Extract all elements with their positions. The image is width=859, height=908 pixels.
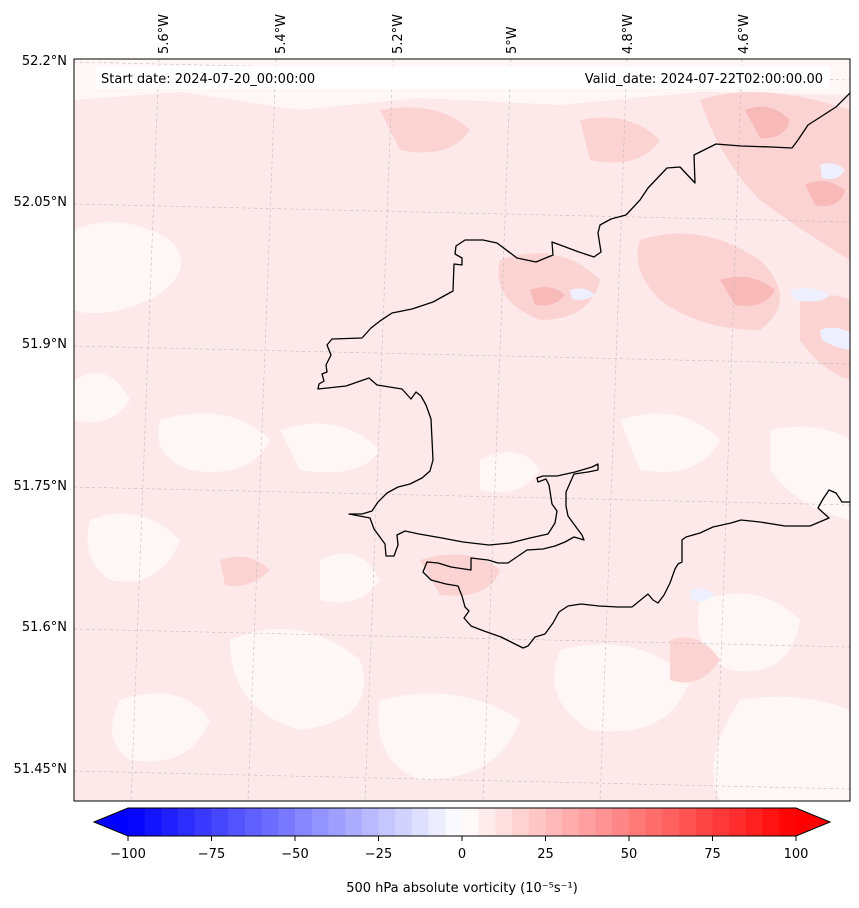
- colorbar-segment: [361, 808, 380, 836]
- lat-label-51-45n: 51.45°N: [14, 762, 67, 777]
- colorbar-segment: [445, 808, 463, 836]
- colorbar-tick-label: −75: [198, 847, 225, 862]
- colorbar-segment: [745, 808, 764, 836]
- colorbar-segment: [161, 808, 179, 836]
- colorbar-segment: [629, 808, 647, 836]
- coastline: [317, 92, 850, 649]
- colorbar-tick-label: 75: [704, 847, 721, 862]
- lat-label-51-9n: 51.9°N: [22, 337, 67, 352]
- lat-label-52-05n: 52.05°N: [14, 195, 67, 210]
- colorbar-segment: [328, 808, 346, 836]
- colorbar-segment: [495, 808, 513, 836]
- colorbar-tick-label: −50: [281, 847, 308, 862]
- colorbar-segment: [295, 808, 313, 836]
- map-frame: [73, 58, 851, 802]
- colorbar-segment: [378, 808, 396, 836]
- colorbar-label: 500 hPa absolute vorticity (10⁻⁵s⁻¹): [346, 881, 578, 896]
- colorbar-tick-label: 25: [537, 847, 554, 862]
- colorbar-segment: [712, 808, 730, 836]
- start-date-label: Start date: 2024-07-20_00:00:00: [101, 72, 315, 87]
- colorbar-segment: [562, 808, 580, 836]
- colorbar-segment: [595, 808, 613, 836]
- valid-date-label: Valid_date: 2024-07-22T02:00:00.00: [585, 72, 823, 87]
- graticule-lines: [74, 59, 850, 801]
- lon-label-4-6w: 4.6°W: [737, 14, 752, 54]
- vorticity-strong-patches: [530, 106, 845, 306]
- colorbar-segment: [779, 808, 797, 836]
- colorbar-segment: [178, 808, 196, 836]
- colorbar-segment: [411, 808, 430, 836]
- latitude-labels: 52.2°N 52.05°N 51.9°N 51.75°N 51.6°N 51.…: [14, 54, 67, 777]
- colorbar-segment: [144, 808, 162, 836]
- colorbar-segment: [211, 808, 229, 836]
- colorbar: −100 −75 −50 −25 0 25 50 75 100 500 hPa absolute…: [92, 807, 832, 896]
- colorbar-tick-label: 100: [784, 847, 809, 862]
- colorbar-segment: [128, 808, 146, 836]
- lon-label-5w: 5°W: [505, 26, 520, 54]
- lon-label-5-6w: 5.6°W: [157, 14, 172, 54]
- colorbar-segment: [762, 808, 780, 836]
- colorbar-tick-label: −25: [365, 847, 392, 862]
- colorbar-segment: [278, 808, 296, 836]
- lon-label-5-2w: 5.2°W: [391, 14, 406, 54]
- colorbar-segments: [128, 808, 797, 836]
- colorbar-segment: [311, 808, 329, 836]
- colorbar-segment: [662, 808, 680, 836]
- colorbar-tick-label: −100: [110, 847, 146, 862]
- longitude-labels: 5.6°W 5.4°W 5.2°W 5°W 4.8°W 4.6°W: [157, 14, 752, 54]
- colorbar-segment: [578, 808, 597, 836]
- colorbar-ticks: −100 −75 −50 −25 0 25 50 75 100: [110, 836, 808, 862]
- colorbar-segment: [729, 808, 747, 836]
- colorbar-segment: [345, 808, 363, 836]
- lat-label-52-2n: 52.2°N: [22, 54, 67, 69]
- colorbar-segment: [645, 808, 663, 836]
- colorbar-segment: [261, 808, 279, 836]
- colorbar-segment: [194, 808, 213, 836]
- lat-label-51-6n: 51.6°N: [22, 620, 67, 635]
- colorbar-segment: [545, 808, 563, 836]
- colorbar-segment: [428, 808, 446, 836]
- colorbar-max-extension: [796, 808, 830, 836]
- vorticity-medium-patches: [220, 92, 850, 683]
- colorbar-segment: [512, 808, 530, 836]
- colorbar-segment: [228, 808, 246, 836]
- lon-label-5-4w: 5.4°W: [274, 14, 289, 54]
- colorbar-tick-label: 0: [458, 847, 466, 862]
- header-band: [96, 66, 830, 89]
- vorticity-negative-patches: [570, 163, 850, 602]
- colorbar-segment: [244, 808, 263, 836]
- colorbar-segment: [478, 808, 496, 836]
- colorbar-segment: [695, 808, 714, 836]
- colorbar-min-extension: [94, 808, 128, 836]
- lat-label-51-75n: 51.75°N: [14, 479, 67, 494]
- colorbar-segment: [612, 808, 630, 836]
- lon-label-4-8w: 4.8°W: [621, 14, 636, 54]
- colorbar-segment: [679, 808, 697, 836]
- colorbar-segment: [462, 808, 480, 836]
- colorbar-tick-label: 50: [621, 847, 638, 862]
- map-panel: [74, 59, 850, 801]
- colorbar-segment: [528, 808, 547, 836]
- colorbar-segment: [395, 808, 413, 836]
